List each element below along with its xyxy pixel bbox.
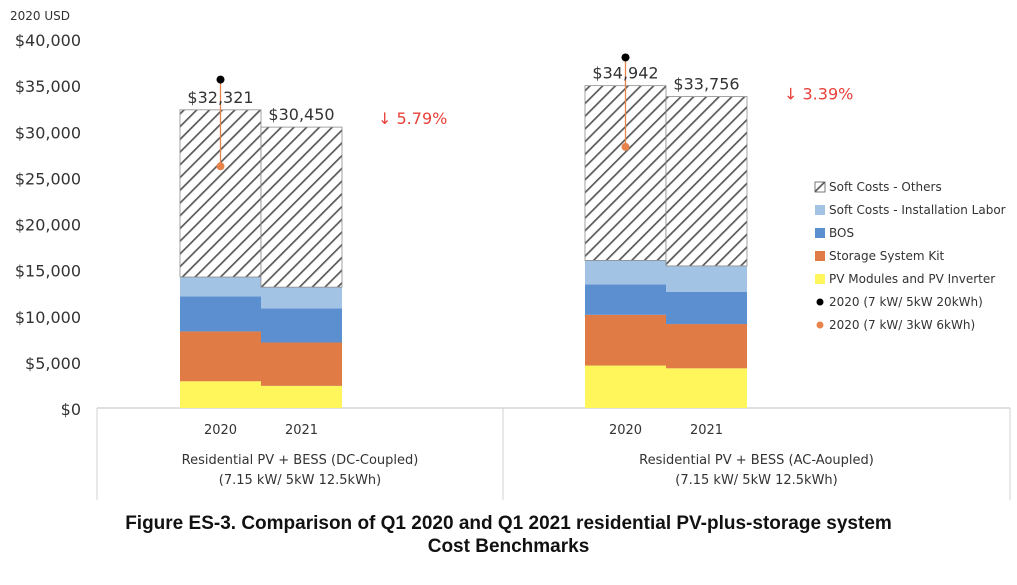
bar-total-label: $30,450 [268, 105, 334, 124]
legend-swatch [815, 251, 825, 261]
stacked-bar-chart: 2020 USD $0 $5,000 $10,000 $15,000 $20,000 $2… [10, 9, 1011, 500]
y-tick-label: $30,000 [15, 123, 81, 142]
percent-change-label: ↓ 5.79% [378, 109, 447, 128]
bar-segment [665, 96, 748, 267]
legend-label: 2020 (7 kW/ 5kW 20kWh) [829, 295, 983, 309]
legend-swatch [815, 228, 825, 238]
bar-segment [261, 287, 342, 309]
bar-total-label: $34,942 [592, 64, 658, 83]
marker-point [621, 142, 630, 151]
bar-segment [261, 308, 342, 343]
legend-swatch [815, 274, 825, 284]
legend-label: Soft Costs - Installation Labor [829, 203, 1006, 217]
bar-segment [180, 331, 261, 382]
x-category-label: 2021 [690, 423, 723, 438]
marker-point [216, 75, 225, 84]
x-category-label: 2020 [609, 423, 642, 438]
bar-segment [180, 381, 261, 408]
bar-total-label: $33,756 [673, 75, 739, 94]
y-tick-label: $35,000 [15, 77, 81, 96]
x-category-label: 2021 [285, 423, 318, 438]
figure-caption: Figure ES-3. Comparison of Q1 2020 and Q… [0, 512, 1017, 558]
bar-segment [585, 365, 666, 408]
bar-segment [261, 342, 342, 386]
y-tick-label: $40,000 [15, 31, 81, 50]
y-tick-label: $0 [61, 400, 81, 419]
bar-segment [585, 314, 666, 366]
y-tick-label: $10,000 [15, 308, 81, 327]
bar-segment [260, 126, 343, 288]
legend-label: Storage System Kit [829, 249, 945, 263]
percent-change-label: ↓ 3.39% [784, 85, 853, 104]
y-tick-label: $15,000 [15, 262, 81, 281]
x-category-label: 2020 [204, 423, 237, 438]
bar-segment [585, 260, 666, 285]
caption-line-1: Figure ES-3. Comparison of Q1 2020 and Q… [125, 513, 892, 534]
group-sublabel: (7.15 kW/ 5kW 12.5kWh) [675, 473, 837, 488]
bar-segment [666, 324, 747, 369]
y-tick-label: $20,000 [15, 216, 81, 235]
legend-marker [816, 321, 824, 329]
bar-segment [666, 368, 747, 408]
y-tick-label: $5,000 [25, 354, 81, 373]
bar-segment [666, 291, 747, 325]
legend-swatch [815, 205, 825, 215]
group-sublabel: (7.15 kW/ 5kW 12.5kWh) [219, 473, 381, 488]
group-label: Residential PV + BESS (DC-Coupled) [182, 453, 419, 468]
bar-segment [180, 277, 261, 297]
bar-segment [180, 296, 261, 332]
legend-label: BOS [829, 226, 854, 240]
legend-label: PV Modules and PV Inverter [829, 272, 995, 286]
legend-label: Soft Costs - Others [829, 180, 942, 194]
bar-segment [585, 284, 666, 315]
bar-segment [666, 265, 747, 292]
caption-line-2: Cost Benchmarks [427, 536, 590, 557]
bar-segment [261, 385, 342, 408]
marker-point [216, 162, 225, 171]
marker-point [621, 53, 630, 62]
legend-marker [816, 298, 824, 306]
legend-label: 2020 (7 kW/ 3kW 6kWh) [829, 318, 975, 332]
bar-total-label: $32,321 [187, 88, 253, 107]
y-unit-label: 2020 USD [10, 9, 70, 23]
y-tick-label: $25,000 [15, 169, 81, 188]
legend-swatch [814, 181, 826, 193]
group-label: Residential PV + BESS (AC-Aoupled) [639, 453, 874, 468]
